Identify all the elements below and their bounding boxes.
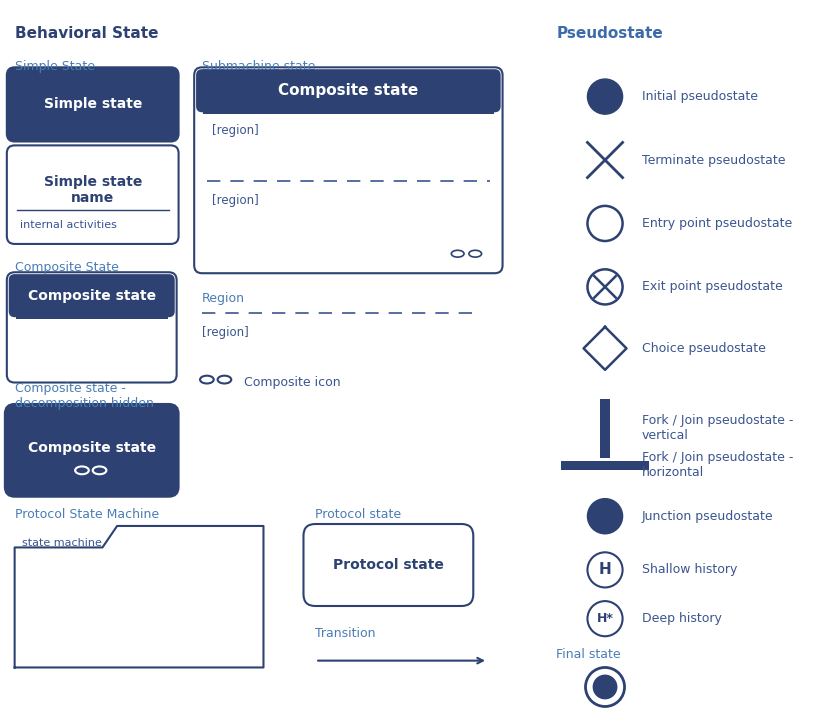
Text: Simple State: Simple State [15, 60, 95, 73]
Text: Pseudostate: Pseudostate [556, 26, 663, 41]
FancyBboxPatch shape [7, 272, 177, 383]
Text: Behavioral State: Behavioral State [15, 26, 158, 41]
FancyBboxPatch shape [194, 68, 502, 273]
Text: Exit point pseudostate: Exit point pseudostate [642, 280, 783, 293]
Text: Composite state: Composite state [278, 83, 419, 98]
Bar [203, 89, 494, 106]
Text: Fork / Join pseudostate -
horizontal: Fork / Join pseudostate - horizontal [642, 452, 794, 479]
Text: Protocol State Machine: Protocol State Machine [15, 508, 159, 521]
FancyBboxPatch shape [7, 145, 178, 244]
Text: H: H [599, 563, 611, 577]
Text: [region]: [region] [211, 194, 259, 207]
Text: Composite state: Composite state [27, 289, 156, 303]
Text: Region: Region [202, 292, 245, 305]
Text: internal activities: internal activities [21, 219, 117, 229]
Text: Composite state -
decomposition hidden: Composite state - decomposition hidden [15, 382, 154, 409]
FancyBboxPatch shape [5, 404, 178, 497]
Text: Fork / Join pseudostate -
vertical: Fork / Join pseudostate - vertical [642, 415, 794, 442]
FancyBboxPatch shape [10, 275, 173, 316]
Circle shape [587, 601, 623, 636]
Text: Final state: Final state [556, 648, 621, 661]
Text: [region]: [region] [211, 124, 259, 137]
Bar [203, 105, 494, 114]
Text: Composite State: Composite State [15, 261, 118, 274]
Text: Submachine state: Submachine state [202, 60, 316, 73]
Text: [region]: [region] [202, 326, 249, 339]
Text: Entry point pseudostate: Entry point pseudostate [642, 217, 792, 230]
Text: Protocol state: Protocol state [316, 508, 401, 521]
Bar [16, 309, 168, 319]
Bar [16, 295, 168, 311]
Text: Protocol state: Protocol state [333, 558, 444, 572]
Text: Simple state
name: Simple state name [44, 175, 142, 205]
Text: Shallow history: Shallow history [642, 563, 738, 576]
Circle shape [586, 667, 624, 706]
Circle shape [587, 206, 623, 241]
FancyBboxPatch shape [197, 70, 500, 111]
Text: Composite icon: Composite icon [244, 376, 340, 389]
Circle shape [593, 675, 617, 698]
Circle shape [587, 79, 623, 114]
Bar [561, 460, 649, 470]
Text: Choice pseudostate: Choice pseudostate [642, 342, 766, 355]
Text: Simple state: Simple state [44, 97, 142, 111]
Circle shape [587, 552, 623, 587]
FancyBboxPatch shape [303, 524, 473, 606]
Text: state machine: state machine [22, 538, 102, 547]
Circle shape [587, 269, 623, 304]
Text: Terminate pseudostate: Terminate pseudostate [642, 153, 786, 166]
Bar [601, 399, 610, 457]
Text: H*: H* [596, 612, 614, 625]
Text: Composite state: Composite state [27, 441, 156, 455]
Text: Junction pseudostate: Junction pseudostate [642, 510, 774, 523]
Text: Transition: Transition [316, 627, 376, 640]
FancyBboxPatch shape [7, 68, 178, 142]
Text: Deep history: Deep history [642, 612, 722, 625]
Text: Initial pseudostate: Initial pseudostate [642, 90, 758, 103]
Circle shape [587, 499, 623, 534]
